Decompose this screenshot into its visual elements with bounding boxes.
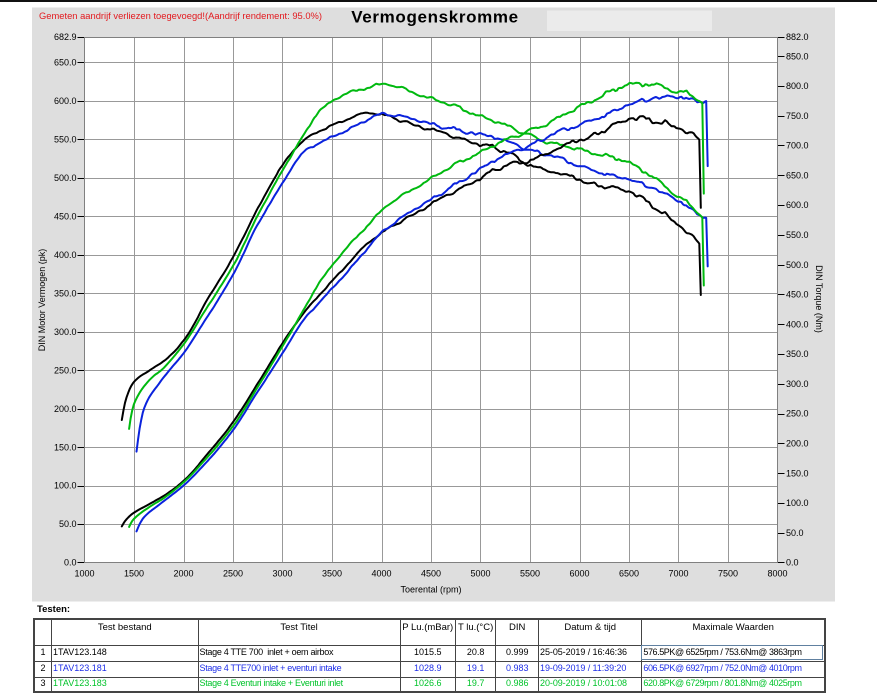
svg-text:DIN Motor Vermogen (pk): DIN Motor Vermogen (pk): [37, 249, 47, 352]
svg-text:1500: 1500: [124, 569, 144, 579]
svg-text:100.0: 100.0: [786, 498, 809, 508]
svg-text:882.0: 882.0: [786, 32, 809, 42]
svg-text:550.0: 550.0: [786, 230, 809, 240]
svg-text:350.0: 350.0: [786, 349, 809, 359]
svg-text:2500: 2500: [223, 569, 243, 579]
svg-text:250.0: 250.0: [54, 365, 77, 375]
svg-text:300.0: 300.0: [54, 327, 77, 337]
svg-text:200.0: 200.0: [54, 404, 77, 414]
svg-text:500.0: 500.0: [54, 173, 77, 183]
svg-text:0.0: 0.0: [786, 558, 799, 568]
svg-text:5000: 5000: [470, 569, 490, 579]
svg-text:4000: 4000: [371, 569, 391, 579]
svg-text:400.0: 400.0: [786, 319, 809, 329]
svg-text:400.0: 400.0: [54, 250, 77, 260]
svg-text:450.0: 450.0: [786, 290, 809, 300]
svg-text:650.0: 650.0: [786, 170, 809, 180]
svg-text:200.0: 200.0: [786, 439, 809, 449]
svg-text:150.0: 150.0: [54, 442, 77, 452]
svg-text:100.0: 100.0: [54, 481, 77, 491]
svg-text:5500: 5500: [520, 569, 540, 579]
svg-text:350.0: 350.0: [54, 288, 77, 298]
svg-text:Toerental (rpm): Toerental (rpm): [400, 585, 461, 595]
svg-text:2000: 2000: [173, 569, 193, 579]
svg-text:Gemeten aandrijf verliezen toe: Gemeten aandrijf verliezen toegevoegd!(A…: [39, 11, 322, 22]
svg-text:50.0: 50.0: [786, 528, 804, 538]
svg-text:850.0: 850.0: [786, 51, 809, 61]
svg-text:8000: 8000: [767, 569, 787, 579]
svg-text:0.0: 0.0: [64, 558, 77, 568]
svg-text:3000: 3000: [272, 569, 292, 579]
svg-text:750.0: 750.0: [786, 111, 809, 121]
svg-text:300.0: 300.0: [786, 379, 809, 389]
svg-text:682.9: 682.9: [54, 32, 77, 42]
svg-text:DIN Torque (Nm): DIN Torque (Nm): [814, 265, 824, 333]
svg-text:500.0: 500.0: [786, 260, 809, 270]
svg-text:6500: 6500: [619, 569, 639, 579]
svg-text:7500: 7500: [718, 569, 738, 579]
svg-text:50.0: 50.0: [59, 519, 77, 529]
svg-text:150.0: 150.0: [786, 468, 809, 478]
svg-text:650.0: 650.0: [54, 58, 77, 68]
svg-text:600.0: 600.0: [54, 96, 77, 106]
svg-text:250.0: 250.0: [786, 409, 809, 419]
svg-text:7000: 7000: [668, 569, 688, 579]
svg-text:600.0: 600.0: [786, 200, 809, 210]
svg-text:550.0: 550.0: [54, 135, 77, 145]
svg-text:800.0: 800.0: [786, 81, 809, 91]
svg-text:450.0: 450.0: [54, 211, 77, 221]
svg-text:Vermogenskromme: Vermogenskromme: [351, 8, 519, 27]
svg-text:6000: 6000: [569, 569, 589, 579]
svg-text:1000: 1000: [74, 569, 94, 579]
svg-text:3500: 3500: [322, 569, 342, 579]
svg-text:4500: 4500: [421, 569, 441, 579]
svg-text:700.0: 700.0: [786, 141, 809, 151]
